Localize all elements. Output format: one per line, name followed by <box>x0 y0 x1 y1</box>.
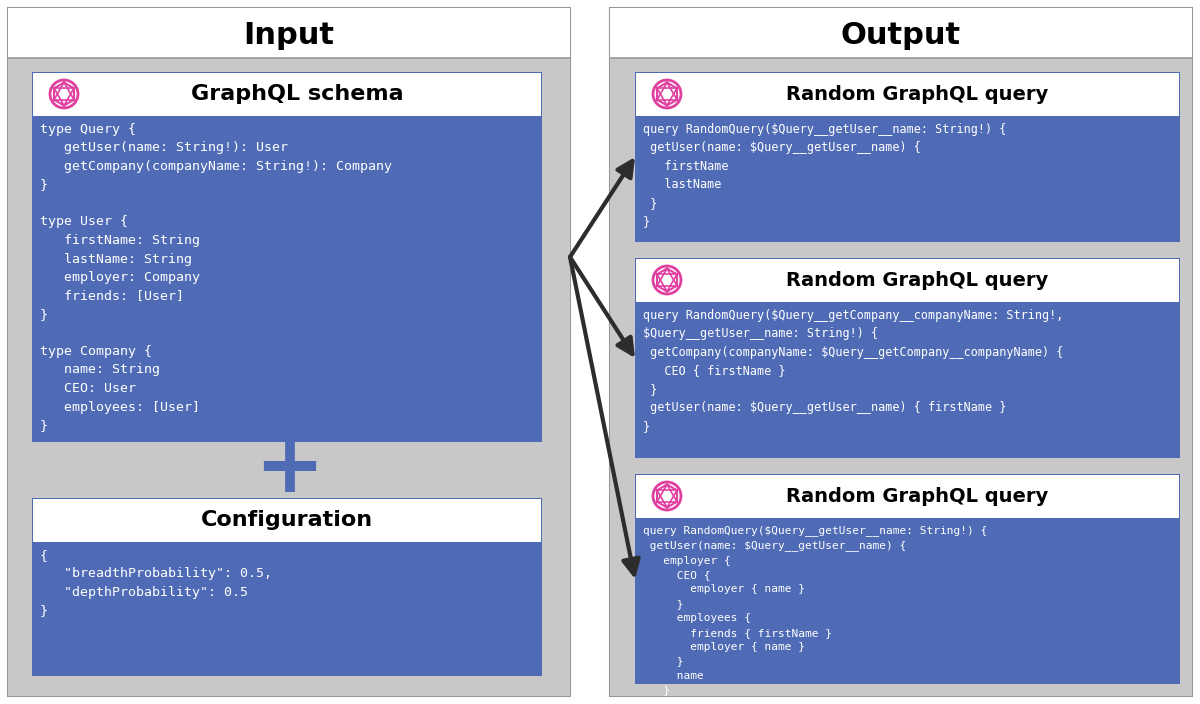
Bar <box>636 475 1178 518</box>
Text: GraphQL schema: GraphQL schema <box>191 84 403 104</box>
Text: type Query {
   getUser(name: String!): User
   getCompany(companyName: String!): type Query { getUser(name: String!): Use… <box>40 123 392 432</box>
Text: Random GraphQL query: Random GraphQL query <box>786 84 1049 103</box>
Text: +: + <box>254 427 324 508</box>
Bar <box>8 8 570 58</box>
Bar <box>636 518 1178 683</box>
Text: query RandomQuery($Query__getUser__name: String!) {
 getUser(name: $Query__getUs: query RandomQuery($Query__getUser__name:… <box>643 123 1007 229</box>
Text: Input: Input <box>244 20 335 49</box>
Text: Random GraphQL query: Random GraphQL query <box>786 486 1049 505</box>
Bar <box>610 58 1192 696</box>
Bar <box>8 8 570 696</box>
Text: Random GraphQL query: Random GraphQL query <box>786 270 1049 289</box>
Bar <box>635 258 1180 458</box>
Text: query RandomQuery($Query__getUser__name: String!) {
 getUser(name: $Query__getUs: query RandomQuery($Query__getUser__name:… <box>643 525 988 704</box>
Text: {
   "breadthProbability": 0.5,
   "depthProbability": 0.5
}: { "breadthProbability": 0.5, "depthProba… <box>40 549 272 617</box>
Bar <box>34 542 541 675</box>
Text: query RandomQuery($Query__getCompany__companyName: String!,
$Query__getUser__nam: query RandomQuery($Query__getCompany__co… <box>643 309 1063 433</box>
Text: Configuration: Configuration <box>200 510 373 530</box>
Bar <box>32 498 542 676</box>
Bar <box>636 302 1178 457</box>
Bar <box>8 58 570 696</box>
Bar <box>635 72 1180 242</box>
Bar <box>636 116 1178 241</box>
Bar <box>34 499 541 542</box>
Bar <box>34 73 541 116</box>
Bar <box>636 73 1178 116</box>
Bar <box>34 116 541 441</box>
Text: Output: Output <box>841 20 961 49</box>
Bar <box>610 8 1192 58</box>
Bar <box>610 8 1192 696</box>
Bar <box>635 474 1180 684</box>
Bar <box>32 72 542 442</box>
Bar <box>636 259 1178 302</box>
